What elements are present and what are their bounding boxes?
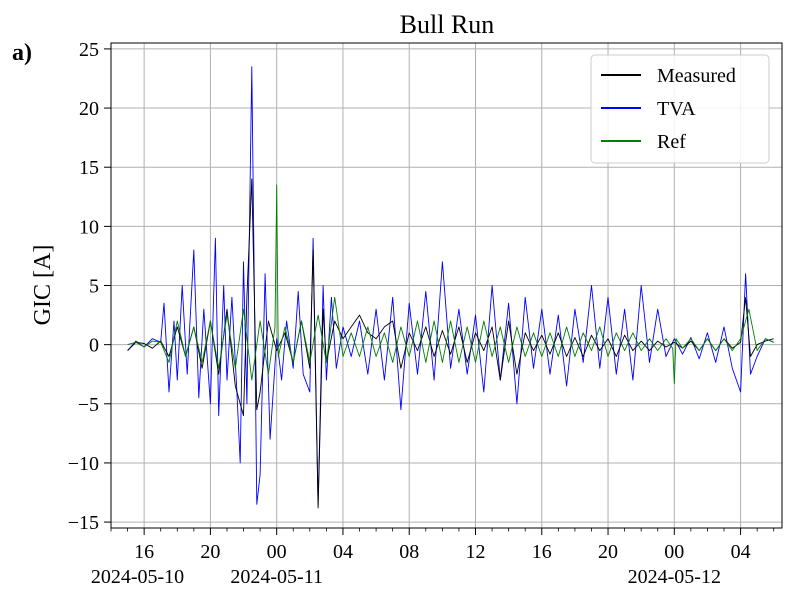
x-tick-label: 04 [333,541,353,563]
x-tick-label: 04 [731,541,751,563]
y-tick-label: 20 [79,98,99,120]
legend-label-tva: TVA [657,98,696,120]
y-tick-label: −10 [68,453,99,475]
y-axis-label: GIC [A] [30,245,56,326]
series-line-tva [127,66,774,505]
y-tick-label: 0 [89,335,99,357]
series-lines [127,66,774,509]
y-tick-label: 15 [79,157,99,179]
x-tick-label: 08 [399,541,419,563]
x-tick-label: 00 [664,541,684,563]
panel-label: a) [12,40,32,66]
grid-lines [111,43,782,528]
y-tick-label: −15 [68,512,99,534]
legend-label-ref: Ref [657,131,686,153]
series-line-ref [127,184,774,385]
y-tick-label: 5 [89,276,99,298]
x-tick-label: 12 [465,541,485,563]
x-date-label: 2024-05-11 [230,566,323,588]
y-tick-label: −5 [78,394,99,416]
y-tick-label: 25 [79,39,99,61]
legend-label-measured: Measured [657,65,736,87]
x-tick-label: 16 [532,541,552,563]
y-tick-label: 10 [79,216,99,238]
x-date-label: 2024-05-12 [628,566,721,588]
chart-title: Bull Run [400,10,495,39]
x-tick-label: 20 [200,541,220,563]
x-tick-label: 00 [267,541,287,563]
legend-box [590,54,770,164]
legend: Measured TVA Ref [590,54,770,164]
x-date-label: 2024-05-10 [91,566,184,588]
axis-ticks: 16 20 00 04 08 12 16 20 00 04 2024-05-10 2024-05-11… [68,39,775,588]
x-tick-label: 16 [134,541,154,563]
x-tick-label: 20 [598,541,618,563]
